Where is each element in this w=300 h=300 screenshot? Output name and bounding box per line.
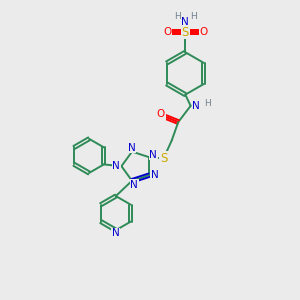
Text: S: S xyxy=(182,26,189,39)
Text: H: H xyxy=(204,99,211,108)
Text: N: N xyxy=(112,161,120,171)
Text: N: N xyxy=(130,180,138,190)
Text: N: N xyxy=(128,142,136,152)
Text: O: O xyxy=(157,110,165,119)
Text: N: N xyxy=(149,150,157,160)
Text: N: N xyxy=(192,101,200,111)
Text: N: N xyxy=(151,170,158,180)
Text: O: O xyxy=(200,27,208,37)
Text: O: O xyxy=(163,27,171,37)
Text: N: N xyxy=(182,17,189,27)
Text: H: H xyxy=(190,12,197,21)
Text: S: S xyxy=(160,152,167,165)
Text: N: N xyxy=(112,228,120,238)
Text: H: H xyxy=(174,12,181,21)
